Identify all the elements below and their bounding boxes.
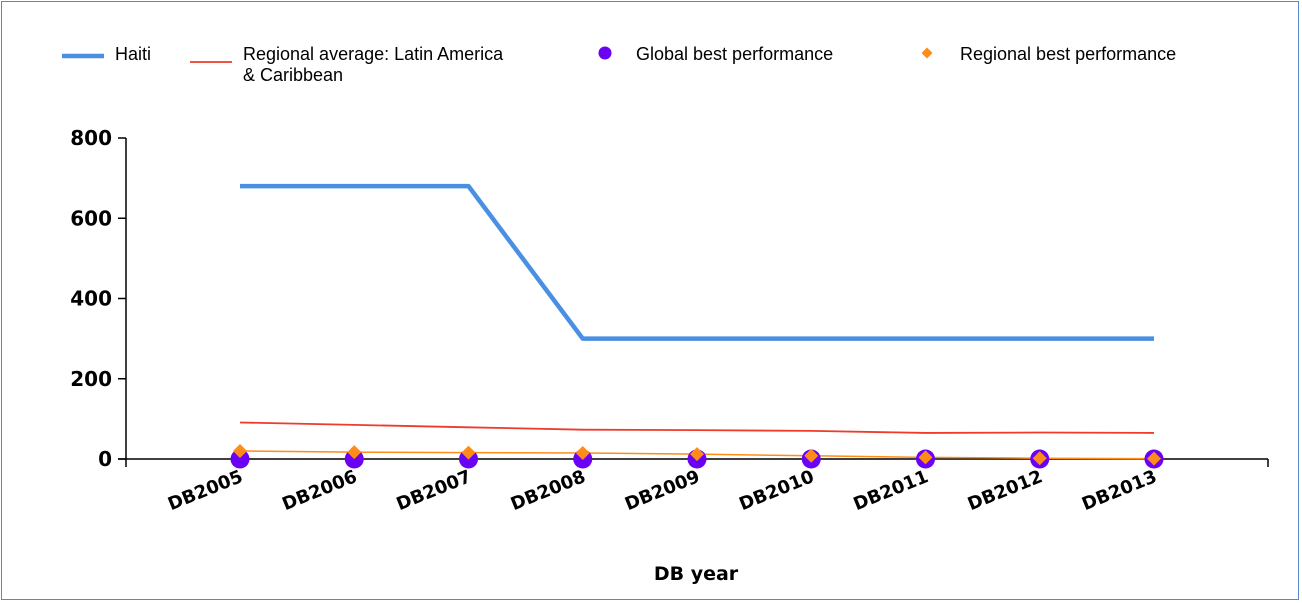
regional-best-point bbox=[461, 445, 476, 460]
global-best-point bbox=[230, 449, 250, 469]
legend-item-3: Regional best performance bbox=[921, 44, 1176, 64]
regional-best-point bbox=[233, 443, 247, 458]
x-axis-title: DB year bbox=[654, 563, 739, 585]
x-tick-label: DB2005 bbox=[165, 466, 246, 515]
y-tick-label: 800 bbox=[70, 126, 112, 150]
legend-swatch-circle bbox=[598, 46, 612, 60]
x-tick-label: DB2009 bbox=[622, 466, 703, 515]
regional-best-point bbox=[918, 450, 933, 465]
y-tick-label: 0 bbox=[98, 447, 112, 471]
x-tick-label: DB2012 bbox=[965, 466, 1046, 515]
regional-best-point bbox=[575, 445, 590, 460]
y-tick-label: 200 bbox=[70, 367, 112, 391]
series-1-line bbox=[239, 421, 1155, 434]
regional-best-point bbox=[804, 448, 819, 463]
x-tick-label: DB2011 bbox=[850, 466, 931, 515]
legend-label: Regional best performance bbox=[960, 44, 1176, 64]
legend-item-0: Haiti bbox=[62, 44, 151, 64]
regional-best-point bbox=[1147, 451, 1161, 466]
x-tick-label: DB2006 bbox=[279, 466, 360, 515]
x-tick-label: DB2013 bbox=[1079, 466, 1160, 515]
legend: Haiti Regional average: Latin America & Ca… bbox=[62, 44, 1176, 85]
legend-item-1: Regional average: Latin America & Caribbe… bbox=[190, 44, 504, 85]
legend-swatch-diamond bbox=[921, 47, 933, 59]
regional-best-point bbox=[690, 447, 704, 462]
legend-label: Haiti bbox=[115, 44, 151, 64]
legend-label: Global best performance bbox=[636, 44, 833, 64]
x-tick-label: DB2007 bbox=[393, 466, 474, 515]
regional-best-point bbox=[347, 445, 362, 460]
legend-item-2: Global best performance bbox=[598, 44, 833, 64]
series-0-line bbox=[240, 183, 1154, 341]
x-tick-label: DB2010 bbox=[736, 466, 817, 515]
regional-best-point bbox=[1032, 451, 1047, 466]
x-tick-label: DB2008 bbox=[508, 466, 589, 515]
series-group bbox=[230, 183, 1164, 469]
legend-label: Regional average: Latin America & Caribbe… bbox=[243, 44, 504, 85]
y-tick-label: 400 bbox=[70, 287, 112, 311]
y-tick-label: 600 bbox=[70, 206, 112, 230]
